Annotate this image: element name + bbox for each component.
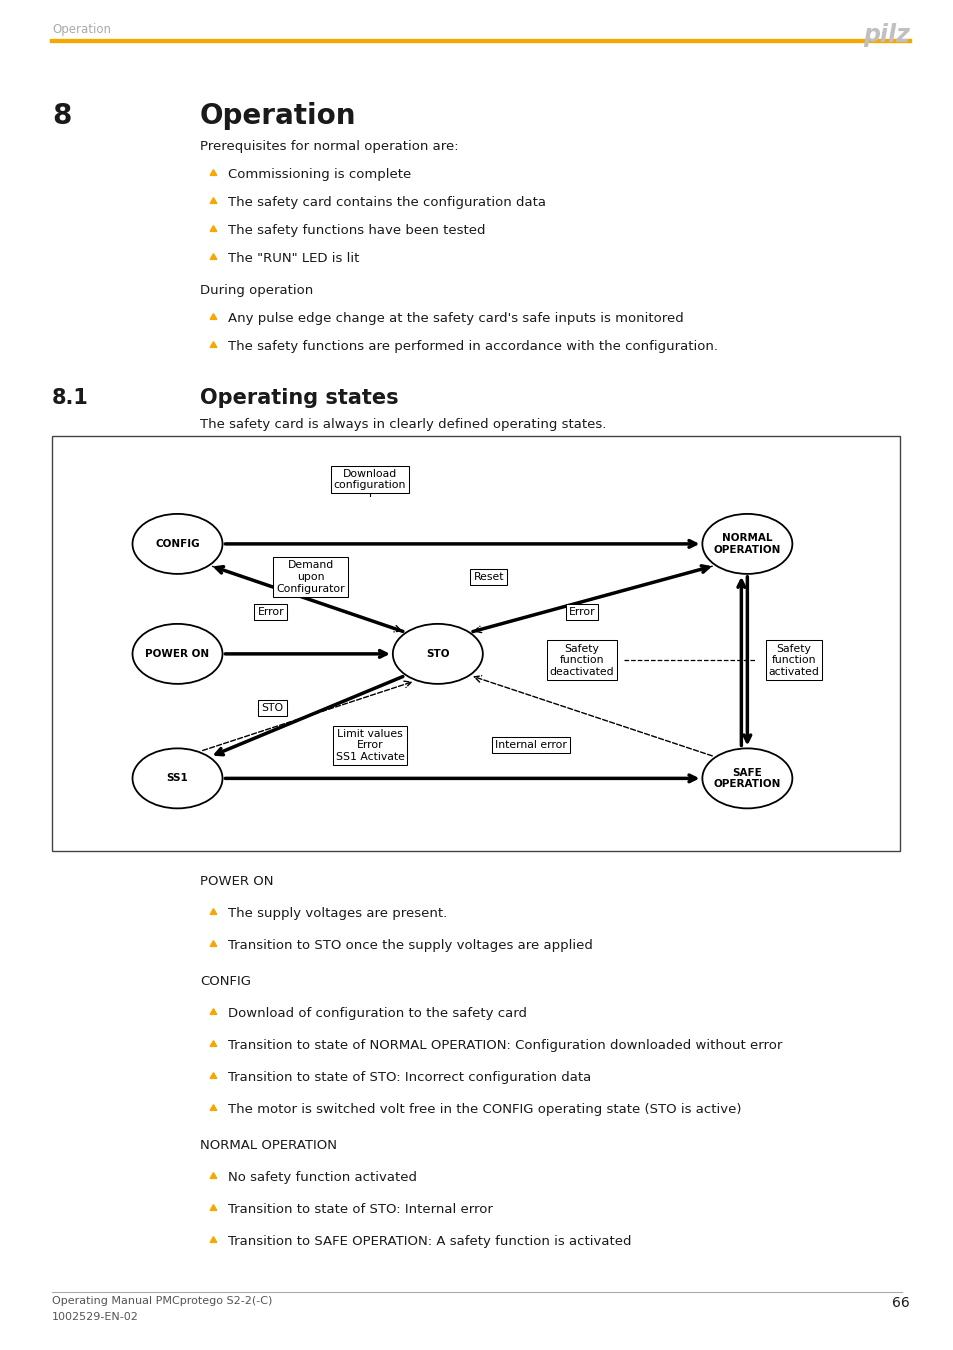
Text: 8: 8 [52,103,71,130]
Text: The supply voltages are present.: The supply voltages are present. [228,907,447,919]
Text: Transition to state of STO: Internal error: Transition to state of STO: Internal err… [228,1203,493,1216]
Text: Prerequisites for normal operation are:: Prerequisites for normal operation are: [200,140,458,153]
Text: Safety
function
activated: Safety function activated [768,644,819,676]
Text: Commissioning is complete: Commissioning is complete [228,167,411,181]
Text: Safety
function
deactivated: Safety function deactivated [549,644,614,676]
Text: Limit values
Error
SS1 Activate: Limit values Error SS1 Activate [335,729,404,761]
Ellipse shape [132,748,222,809]
Text: pilz: pilz [862,23,909,47]
Text: Operation: Operation [200,103,356,130]
Ellipse shape [701,748,792,809]
Text: Any pulse edge change at the safety card's safe inputs is monitored: Any pulse edge change at the safety card… [228,312,683,325]
Text: Operating Manual PMCprotego S2-2(-C): Operating Manual PMCprotego S2-2(-C) [52,1296,273,1305]
Text: Transition to STO once the supply voltages are applied: Transition to STO once the supply voltag… [228,940,592,952]
Text: The motor is switched volt free in the CONFIG operating state (STO is active): The motor is switched volt free in the C… [228,1103,740,1116]
Text: Error: Error [257,608,284,617]
Text: 1002529-EN-02: 1002529-EN-02 [52,1312,139,1322]
Text: No safety function activated: No safety function activated [228,1170,416,1184]
Text: NORMAL
OPERATION: NORMAL OPERATION [713,533,781,555]
Text: Transition to state of STO: Incorrect configuration data: Transition to state of STO: Incorrect co… [228,1071,591,1084]
Text: The safety functions are performed in accordance with the configuration.: The safety functions are performed in ac… [228,340,718,352]
Text: POWER ON: POWER ON [200,875,274,888]
Text: The safety card contains the configuration data: The safety card contains the configurati… [228,196,545,209]
Text: SS1: SS1 [167,774,188,783]
Text: 8.1: 8.1 [52,387,89,408]
Text: 66: 66 [891,1296,909,1310]
Text: SAFE
OPERATION: SAFE OPERATION [713,768,781,790]
Text: Demand
upon
Configurator: Demand upon Configurator [276,560,345,594]
Text: Internal error: Internal error [495,740,566,751]
Text: Transition to SAFE OPERATION: A safety function is activated: Transition to SAFE OPERATION: A safety f… [228,1235,631,1247]
Text: POWER ON: POWER ON [145,649,210,659]
Text: The safety functions have been tested: The safety functions have been tested [228,224,485,238]
Ellipse shape [132,514,222,574]
Text: CONFIG: CONFIG [155,539,199,549]
Text: STO: STO [261,703,283,713]
Text: CONFIG: CONFIG [200,975,251,988]
Text: STO: STO [426,649,449,659]
Text: Download
configuration: Download configuration [334,468,406,490]
Text: Download of configuration to the safety card: Download of configuration to the safety … [228,1007,526,1021]
Ellipse shape [393,624,482,684]
Bar [52,436,899,850]
Text: Operating states: Operating states [200,387,398,408]
Text: The "RUN" LED is lit: The "RUN" LED is lit [228,252,359,265]
Ellipse shape [701,514,792,574]
Text: During operation: During operation [200,284,313,297]
Text: The safety card is always in clearly defined operating states.: The safety card is always in clearly def… [200,418,606,431]
Text: Transition to state of NORMAL OPERATION: Configuration downloaded without error: Transition to state of NORMAL OPERATION:… [228,1040,781,1052]
Text: Operation: Operation [52,23,111,36]
Text: Error: Error [568,608,595,617]
Text: NORMAL OPERATION: NORMAL OPERATION [200,1139,336,1152]
Text: Reset: Reset [473,572,503,582]
Ellipse shape [132,624,222,684]
